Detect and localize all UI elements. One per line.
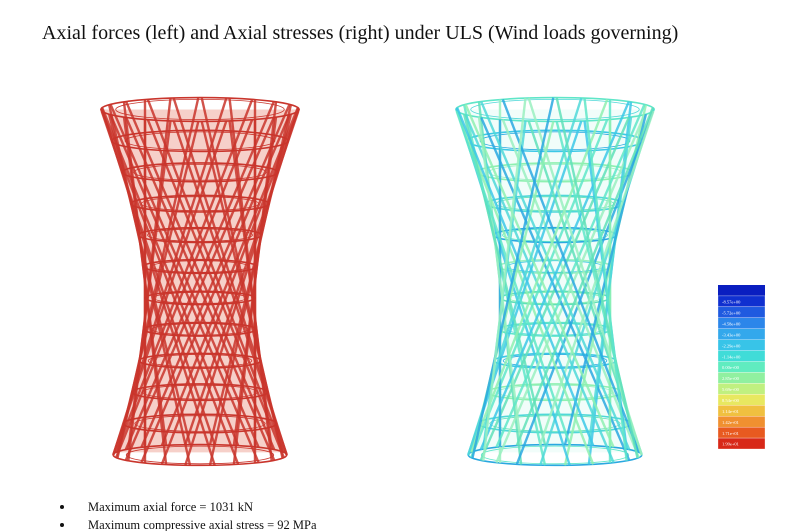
diagonal-member [125, 116, 276, 461]
diagonal-member [471, 97, 555, 459]
floor-ring [115, 98, 285, 121]
legend-label: 1.99e+01 [722, 442, 739, 447]
bullet-text: Maximum compressive axial stress = 92 MP… [88, 518, 317, 531]
bullet-dot [60, 505, 64, 509]
legend-label: -1.14e+00 [722, 354, 741, 359]
legend-label: 0.00e+00 [722, 365, 740, 370]
legend-label: 1.42e+01 [722, 420, 739, 425]
diagonal-member [115, 119, 254, 459]
legend-label: -5.72e+00 [722, 311, 741, 316]
legend-label: 5.69e+00 [722, 387, 740, 392]
diagonal-member [480, 116, 631, 461]
floor-ring [100, 96, 300, 123]
bullet-text: Maximum axial force = 1031 kN [88, 500, 253, 514]
diagonal-member [501, 98, 641, 453]
diagonal-member [555, 97, 639, 459]
floor-ring [125, 445, 275, 465]
axial-stress-model [455, 96, 655, 467]
legend-label: 1.14e+01 [722, 409, 739, 414]
floor-ring [502, 228, 608, 242]
diagonal-member [124, 101, 275, 451]
diagonal-member [200, 97, 284, 459]
legend-swatch [717, 437, 766, 450]
floor-ring [480, 445, 630, 465]
diagonal-member [482, 98, 527, 461]
legend-label: -8.57e+00 [722, 300, 741, 305]
diagonal-member [122, 116, 168, 446]
legend-label: 8.54e+00 [722, 398, 740, 403]
legend-label: -3.43e+00 [722, 332, 741, 337]
diagonal-member [470, 119, 609, 459]
diagonal-member [469, 98, 609, 453]
floor-ring [455, 96, 655, 123]
diagonal-member [114, 98, 254, 453]
floor-ring [147, 228, 253, 242]
diagonal-member [583, 98, 628, 461]
diagonal-member [477, 116, 523, 446]
bullet-dot [60, 523, 64, 527]
diagonal-member [127, 98, 172, 461]
diagonal-member [232, 116, 278, 446]
floor-ring [470, 98, 640, 121]
legend-label: 2.85e+00 [722, 376, 740, 381]
stress-legend: -8.57e+00 -5.72e+00 -4.58e+00 -3.43e+00 -2.2… [717, 285, 766, 450]
diagonal-member [479, 101, 630, 451]
diagonal-member [501, 119, 640, 459]
diagonal-member [146, 119, 285, 459]
slide-title: Axial forces (left) and Axial stresses (… [42, 22, 678, 44]
legend-label: 1.71e+01 [722, 431, 739, 436]
diagonal-member [116, 97, 200, 459]
diagonal-member [587, 116, 633, 446]
axial-force-model [100, 96, 300, 467]
legend-cap [718, 285, 765, 296]
legend-label: -4.58e+00 [722, 321, 741, 326]
diagonal-member [146, 98, 286, 453]
diagonal-member [228, 98, 273, 461]
legend-label: -2.29e+00 [722, 343, 741, 348]
